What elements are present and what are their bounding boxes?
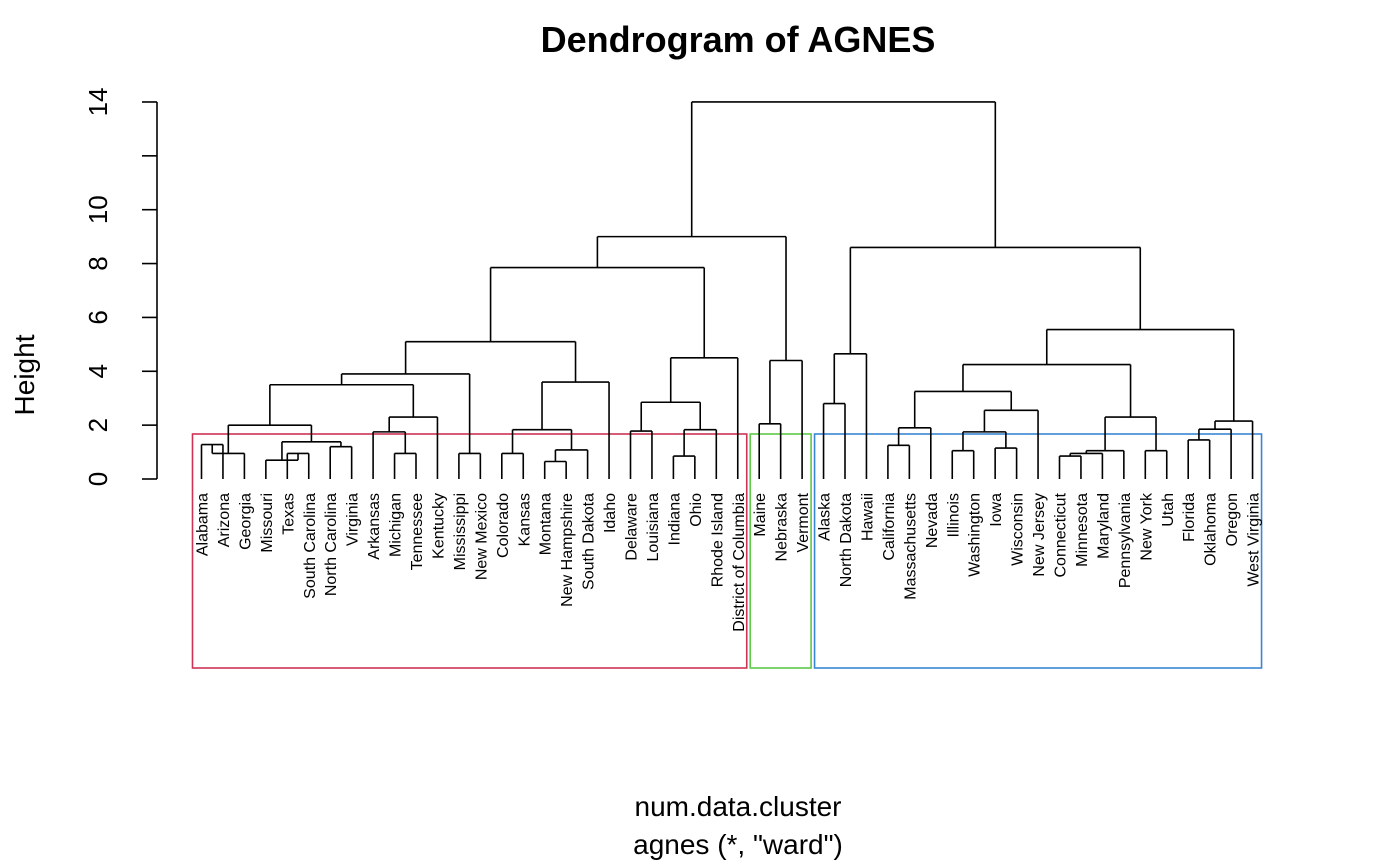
leaf-label: Maine — [752, 493, 769, 537]
x-axis-sublabel: agnes (*, "ward") — [633, 829, 843, 860]
leaf-label: Minnesota — [1074, 493, 1091, 567]
leaf-label: Wisconsin — [1010, 493, 1027, 566]
leaf-label: North Carolina — [323, 493, 340, 596]
chart-title: Dendrogram of AGNES — [541, 19, 936, 60]
leaf-label: Louisiana — [645, 493, 662, 562]
leaf-label: District of Columbia — [731, 493, 748, 632]
leaf-label: Georgia — [237, 493, 254, 550]
leaf-label: Iowa — [988, 493, 1005, 527]
leaf-label: Mississippi — [452, 493, 469, 570]
leaf-label: Texas — [280, 493, 297, 535]
y-tick-label: 10 — [83, 195, 113, 224]
y-axis: 0 2 4 6 8 10 14 — [83, 88, 158, 486]
leaf-label: South Carolina — [302, 493, 319, 599]
leaf-label: New Hampshire — [559, 493, 576, 607]
leaf-label: Utah — [1160, 493, 1177, 527]
leaf-label: Pennsylvania — [1117, 493, 1134, 588]
leaf-label: Rhode Island — [709, 493, 726, 587]
leaf-label: Virginia — [345, 493, 362, 546]
leaf-label: California — [881, 493, 898, 561]
leaf-labels: Alabama Arizona Georgia Missouri Texas South … — [195, 492, 1263, 632]
leaf-label: New Mexico — [473, 493, 490, 580]
leaf-label: Nevada — [924, 493, 941, 548]
dendrogram-tree — [200, 101, 1254, 479]
leaf-label: Arizona — [216, 493, 233, 547]
leaf-label: Florida — [1181, 493, 1198, 542]
leaf-label: Montana — [538, 493, 555, 555]
leaf-label: Ohio — [688, 493, 705, 527]
leaf-label: West Virginia — [1246, 493, 1263, 587]
leaf-label: Missouri — [259, 493, 276, 553]
leaf-label: North Dakota — [838, 493, 855, 587]
y-tick-label: 2 — [83, 418, 113, 432]
leaf-label: Tennessee — [409, 493, 426, 570]
leaf-label: Idaho — [602, 493, 619, 533]
y-tick-label: 8 — [83, 256, 113, 270]
leaf-label: Colorado — [495, 493, 512, 558]
leaf-label: Washington — [967, 493, 984, 577]
leaf-label: Oklahoma — [1203, 493, 1220, 566]
leaf-label: Michigan — [388, 493, 405, 557]
y-tick-label: 14 — [83, 88, 113, 117]
leaf-label: Alabama — [195, 493, 212, 556]
y-tick-label: 0 — [83, 472, 113, 486]
leaf-label: Alaska — [817, 493, 834, 541]
leaf-label: South Dakota — [581, 493, 598, 590]
leaf-label: Oregon — [1224, 493, 1241, 546]
leaf-label: New York — [1138, 492, 1155, 561]
leaf-label: Kentucky — [430, 493, 447, 559]
leaf-label: Connecticut — [1053, 492, 1070, 577]
y-tick-label: 4 — [83, 364, 113, 378]
leaf-label: Hawaii — [859, 493, 876, 541]
x-axis-label: num.data.cluster — [635, 791, 842, 822]
y-tick-label: 6 — [83, 310, 113, 324]
leaf-label: Kansas — [516, 493, 533, 546]
leaf-label: Indiana — [666, 493, 683, 546]
leaf-label: New Jersey — [1031, 493, 1048, 577]
leaf-label: Arkansas — [366, 493, 383, 560]
leaf-label: Nebraska — [774, 493, 791, 562]
leaf-label: Delaware — [624, 493, 641, 561]
leaf-label: Illinois — [945, 493, 962, 537]
leaf-label: Vermont — [795, 492, 812, 552]
leaf-label: Maryland — [1095, 493, 1112, 559]
leaf-label: Massachusetts — [902, 493, 919, 600]
y-axis-label: Height — [9, 334, 40, 415]
